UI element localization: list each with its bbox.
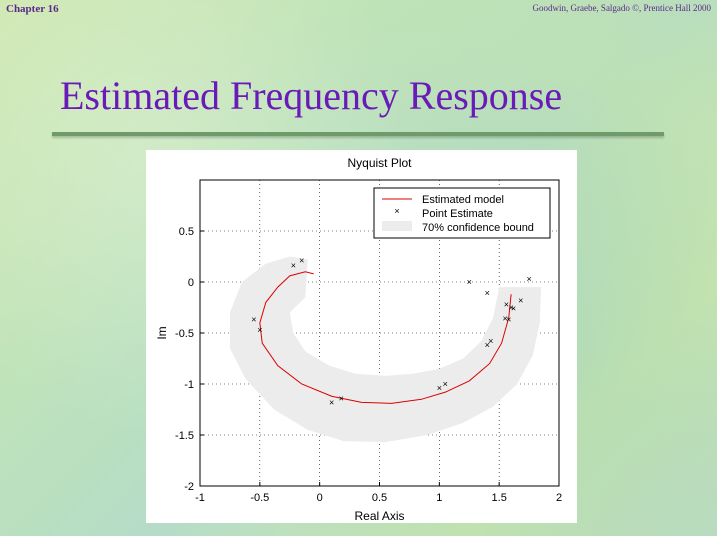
model-line-layer — [259, 271, 512, 404]
y-tick-label: 0 — [188, 277, 194, 289]
point-estimate-marker: × — [518, 295, 523, 305]
tick-labels: -1 -0.5 0 0.5 1 1.5 2 0.5 0 -0.5 -1 -1.5 -2 — [175, 226, 562, 504]
point-estimate-marker: × — [488, 336, 493, 346]
chapter-label: Chapter 16 — [6, 3, 59, 15]
point-estimate-marker: × — [251, 315, 256, 325]
x-tick-label: -0.5 — [250, 492, 269, 504]
y-tick-label: -0.5 — [175, 328, 194, 340]
point-estimate-marker: × — [485, 340, 490, 350]
y-axis-label: Im — [155, 326, 169, 339]
x-axis-label: Real Axis — [354, 509, 404, 523]
x-tick-label: 1 — [436, 492, 442, 504]
x-tick-label: 2 — [556, 492, 562, 504]
slide-title: Estimated Frequency Response — [60, 73, 563, 118]
x-tick-label: 0.5 — [372, 492, 387, 504]
point-estimate-marker: × — [485, 288, 490, 298]
x-tick-label: -1 — [195, 492, 205, 504]
point-estimate-marker: × — [443, 379, 448, 389]
confidence-band-layer — [229, 256, 542, 443]
chart-title: Nyquist Plot — [347, 156, 412, 170]
point-estimate-marker: × — [503, 314, 508, 324]
x-tick-label: 0 — [317, 492, 323, 504]
point-estimate-marker: × — [506, 315, 511, 325]
point-estimate-marker: × — [467, 277, 472, 287]
confidence-band — [229, 256, 542, 443]
point-estimate-marker: × — [291, 261, 296, 271]
x-tick-label: 1.5 — [492, 492, 507, 504]
y-tick-label: -1.5 — [175, 430, 194, 442]
point-layer: ××××× ×× ×××××××××××× — [251, 256, 531, 408]
point-estimate-marker: × — [509, 303, 514, 313]
point-estimate-marker: × — [257, 325, 262, 335]
point-estimate-marker: × — [511, 304, 516, 314]
point-estimate-marker: × — [437, 383, 442, 393]
point-estimate-marker: × — [504, 299, 509, 309]
legend-entry-model: Estimated model — [422, 194, 504, 206]
point-estimate-marker: × — [299, 256, 304, 266]
legend-band-sample — [382, 221, 412, 231]
y-tick-label: -1 — [184, 379, 194, 391]
title-underline — [52, 132, 664, 136]
figure-panel: × × × × × × × × × × × × × × × × × × × -1 -0.5 0 0.5 1 1.5 2 0.5 0-… — [146, 150, 577, 523]
estimated-model-line — [259, 271, 512, 404]
point-estimate-marker: × — [329, 397, 334, 407]
credit-text: Goodwin, Graebe, Salgado ©, Prentice Hal… — [532, 3, 711, 13]
y-tick-label: 0.5 — [179, 226, 194, 238]
legend-entry-point: Point Estimate — [422, 208, 493, 220]
legend: × Estimated model Point Estimate 70% con… — [373, 187, 551, 239]
point-estimate-marker: × — [339, 393, 344, 403]
nyquist-chart: ××××× ×× ×××××××××××× -1 -0.5 0 0.5 1 1.5 20.50-… — [155, 156, 562, 523]
point-estimate-marker: × — [526, 274, 531, 284]
legend-entry-band: 70% confidence bound — [422, 222, 534, 234]
legend-point-sample: × — [394, 206, 399, 216]
y-tick-label: -2 — [184, 481, 194, 493]
